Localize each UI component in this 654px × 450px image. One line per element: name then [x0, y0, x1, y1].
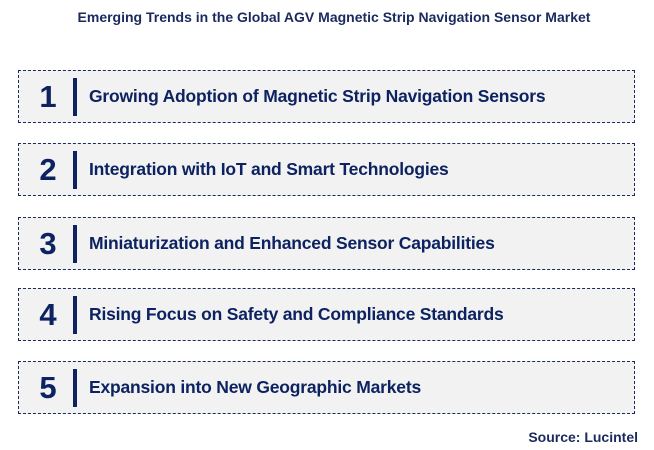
trend-item-5: 5 Expansion into New Geographic Markets — [18, 361, 635, 414]
divider — [73, 78, 77, 116]
trend-label: Miniaturization and Enhanced Sensor Capa… — [89, 233, 495, 253]
divider — [73, 151, 77, 189]
trend-number: 4 — [39, 296, 57, 332]
trend-label: Integration with IoT and Smart Technolog… — [89, 159, 449, 179]
divider — [73, 296, 77, 334]
trend-label: Growing Adoption of Magnetic Strip Navig… — [89, 86, 546, 106]
page-title: Emerging Trends in the Global AGV Magnet… — [77, 9, 591, 25]
trend-label: Rising Focus on Safety and Compliance St… — [89, 304, 504, 324]
trend-label: Expansion into New Geographic Markets — [89, 377, 421, 397]
trend-number: 1 — [39, 78, 57, 114]
source-credit: Source: Lucintel — [528, 429, 638, 445]
trend-item-3: 3 Miniaturization and Enhanced Sensor Ca… — [18, 217, 635, 270]
trend-number: 3 — [39, 225, 57, 261]
divider — [73, 225, 77, 263]
trend-number: 5 — [39, 369, 57, 405]
trend-item-4: 4 Rising Focus on Safety and Compliance … — [18, 288, 635, 341]
trend-item-2: 2 Integration with IoT and Smart Technol… — [18, 143, 635, 196]
divider — [73, 369, 77, 407]
trend-number: 2 — [39, 151, 57, 187]
trend-item-1: 1 Growing Adoption of Magnetic Strip Nav… — [18, 70, 635, 123]
